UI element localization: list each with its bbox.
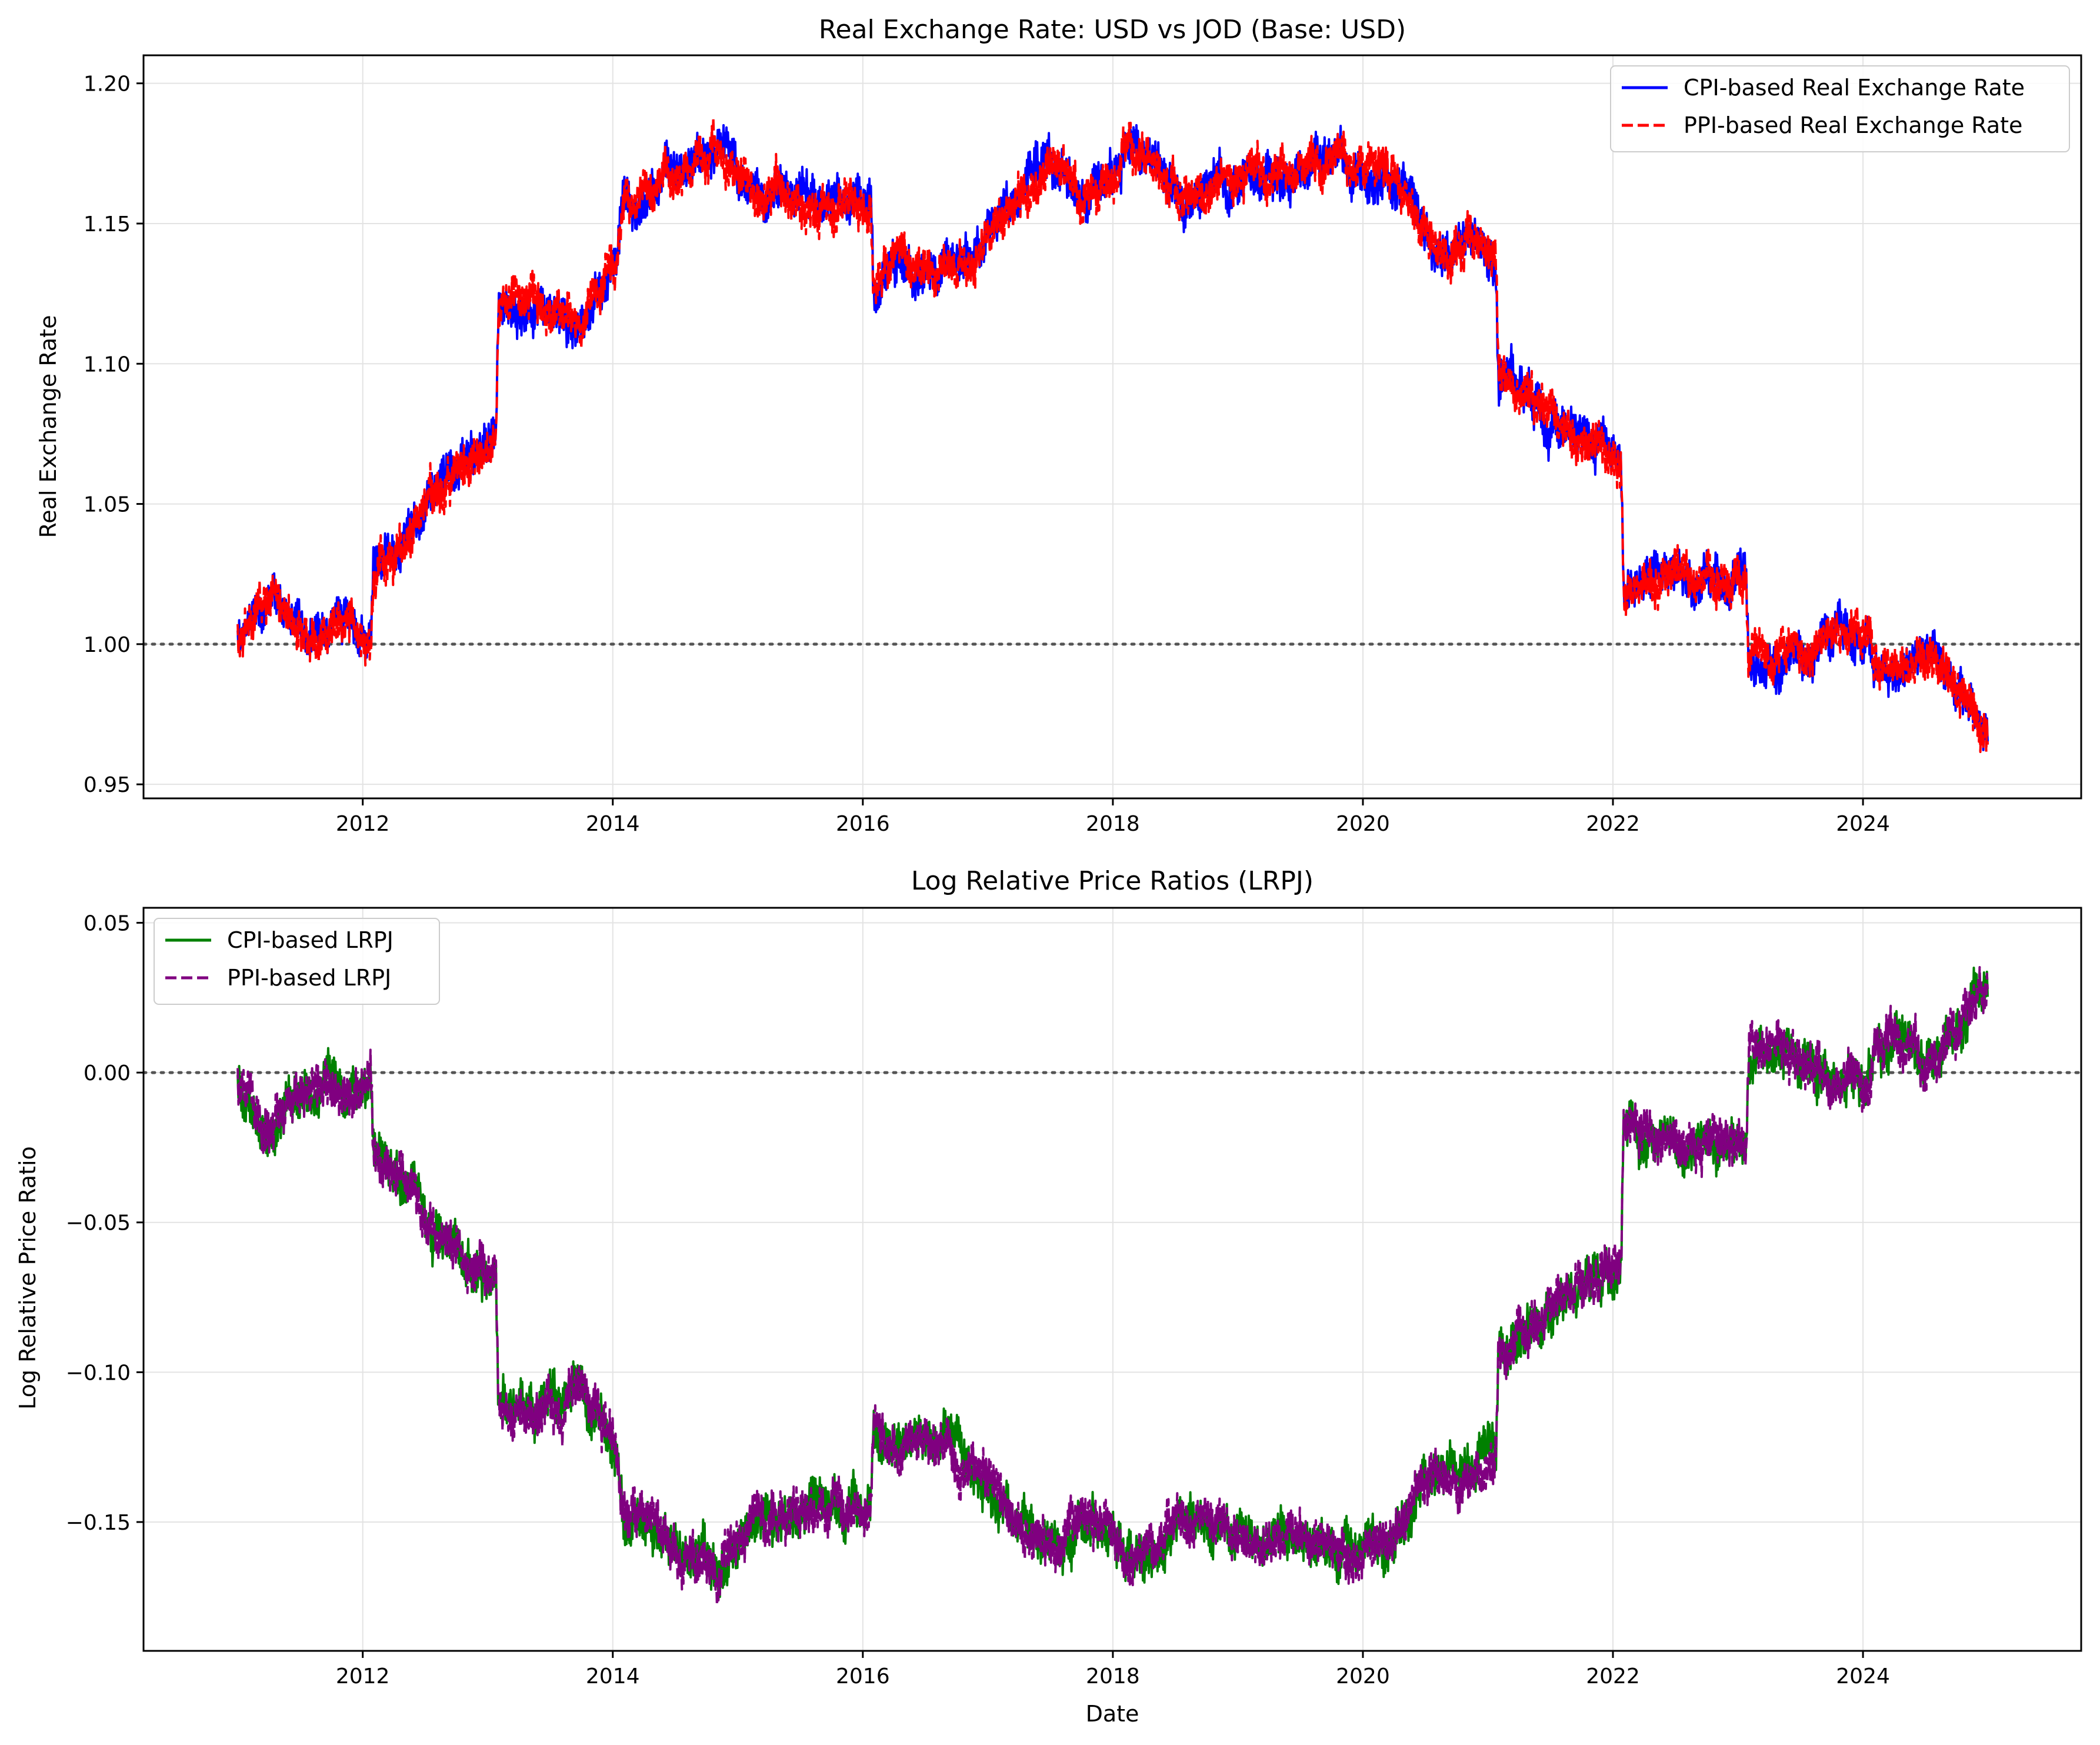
legend-entry: CPI-based LRPJ xyxy=(165,927,394,953)
y-tick-label: −0.05 xyxy=(66,1211,131,1236)
legend-entry: PPI-based LRPJ xyxy=(165,965,391,991)
y-tick-label: 0.05 xyxy=(84,911,131,935)
x-tick-label: 2016 xyxy=(836,1664,890,1689)
legend-label: PPI-based LRPJ xyxy=(227,965,391,991)
x-axis-label: Date xyxy=(1086,1701,1139,1727)
y-tick-label: 1.10 xyxy=(84,352,131,377)
x-tick-label: 2020 xyxy=(1336,1664,1390,1689)
legend: CPI-based LRPJ PPI-based LRPJ xyxy=(154,918,440,1005)
series-line-ppi xyxy=(236,966,1989,1607)
plot-lines xyxy=(236,966,1989,1607)
chart-title: Real Exchange Rate: USD vs JOD (Base: US… xyxy=(819,15,1406,45)
grid-lines xyxy=(144,55,2081,798)
x-axis: 2012 2014 2016 2018 2020 2022 2024 xyxy=(336,798,1890,836)
x-tick-label: 2014 xyxy=(586,1664,640,1689)
x-axis: 2012 2014 2016 2018 2020 2022 2024 xyxy=(336,1651,1890,1689)
y-axis-label: Real Exchange Rate xyxy=(35,315,61,538)
y-tick-label: 1.15 xyxy=(84,212,131,237)
y-tick-label: 1.05 xyxy=(84,493,131,517)
y-tick-label: 1.20 xyxy=(84,72,131,96)
legend-entry: PPI-based Real Exchange Rate xyxy=(1622,112,2022,138)
x-tick-label: 2022 xyxy=(1586,812,1640,836)
x-tick-label: 2012 xyxy=(336,1664,390,1689)
legend: CPI-based Real Exchange Rate PPI-based R… xyxy=(1610,65,2070,152)
legend-label: CPI-based Real Exchange Rate xyxy=(1684,75,2025,101)
x-tick-label: 2018 xyxy=(1086,1664,1140,1689)
legend-entry: CPI-based Real Exchange Rate xyxy=(1622,75,2025,101)
x-tick-label: 2018 xyxy=(1086,812,1140,836)
panel-real-exchange-rate: 2012 2014 2016 2018 2020 2022 2024 0.95 1.00 1.0… xyxy=(35,15,2083,836)
x-tick-label: 2014 xyxy=(586,812,640,836)
y-axis-label: Log Relative Price Ratio xyxy=(15,1146,41,1410)
y-axis: 0.95 1.00 1.05 1.10 1.15 1.20 xyxy=(84,72,144,797)
y-axis: −0.15 −0.10 −0.05 0.00 0.05 xyxy=(66,911,144,1535)
legend-label: PPI-based Real Exchange Rate xyxy=(1684,112,2022,138)
x-tick-label: 2024 xyxy=(1836,1664,1890,1689)
legend-label: CPI-based LRPJ xyxy=(227,927,394,953)
panel-log-relative-price: 2012 2014 2016 2018 2020 2022 2024 −0.15−0.10−… xyxy=(15,866,2083,1727)
y-tick-label: 1.00 xyxy=(84,633,131,657)
y-tick-label: −0.10 xyxy=(66,1361,131,1385)
y-tick-label: 0.00 xyxy=(84,1061,131,1085)
plot-lines xyxy=(236,115,1989,753)
chart-title: Log Relative Price Ratios (LRPJ) xyxy=(911,866,1314,896)
y-tick-label: 0.95 xyxy=(84,773,131,797)
x-tick-label: 2012 xyxy=(336,812,390,836)
x-tick-label: 2024 xyxy=(1836,812,1890,836)
series-line-ppi xyxy=(236,115,1989,753)
x-tick-label: 2020 xyxy=(1336,812,1390,836)
y-tick-label: −0.15 xyxy=(66,1511,131,1535)
x-tick-label: 2016 xyxy=(836,812,890,836)
x-tick-label: 2022 xyxy=(1586,1664,1640,1689)
